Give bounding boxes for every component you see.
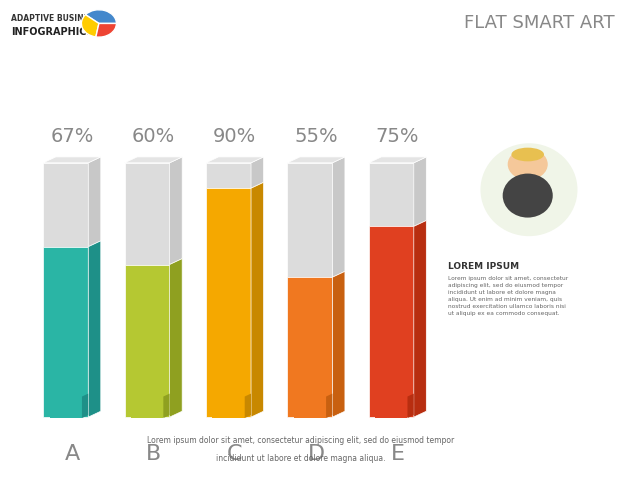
Polygon shape bbox=[287, 158, 345, 163]
Polygon shape bbox=[369, 163, 414, 227]
Text: C: C bbox=[227, 443, 242, 463]
Text: A: A bbox=[64, 443, 80, 463]
Text: 55%: 55% bbox=[294, 126, 338, 145]
Polygon shape bbox=[287, 163, 332, 278]
Polygon shape bbox=[163, 394, 170, 418]
Polygon shape bbox=[206, 163, 251, 189]
Polygon shape bbox=[332, 272, 345, 417]
Polygon shape bbox=[251, 183, 264, 417]
Text: E: E bbox=[391, 443, 404, 463]
Text: Lorem ipsum dolor sit amet, consectetur
adipiscing elit, sed do eiusmod tempor
i: Lorem ipsum dolor sit amet, consectetur … bbox=[448, 276, 568, 316]
Text: INFOGRAPHICS: INFOGRAPHICS bbox=[11, 27, 94, 37]
Polygon shape bbox=[369, 227, 414, 417]
Polygon shape bbox=[125, 163, 170, 265]
Polygon shape bbox=[375, 397, 408, 418]
Polygon shape bbox=[251, 158, 264, 189]
Polygon shape bbox=[170, 259, 182, 417]
Text: 75%: 75% bbox=[376, 126, 419, 145]
Polygon shape bbox=[43, 158, 101, 163]
Wedge shape bbox=[81, 16, 99, 38]
Polygon shape bbox=[125, 158, 182, 163]
Text: ADAPTIVE BUSINESS: ADAPTIVE BUSINESS bbox=[11, 14, 100, 22]
Polygon shape bbox=[332, 158, 345, 278]
Polygon shape bbox=[245, 394, 251, 418]
Polygon shape bbox=[408, 394, 414, 418]
Polygon shape bbox=[125, 265, 170, 417]
Polygon shape bbox=[88, 158, 101, 247]
Text: 90%: 90% bbox=[213, 126, 257, 145]
Ellipse shape bbox=[503, 174, 553, 218]
Wedge shape bbox=[96, 24, 116, 38]
Text: LOREM IPSUM: LOREM IPSUM bbox=[448, 261, 519, 270]
Text: B: B bbox=[146, 443, 161, 463]
Text: Lorem ipsum dolor sit amet, consectetur adipiscing elit, sed do eiusmod tempor: Lorem ipsum dolor sit amet, consectetur … bbox=[147, 435, 454, 444]
Polygon shape bbox=[369, 158, 426, 163]
Polygon shape bbox=[206, 158, 264, 163]
Wedge shape bbox=[86, 11, 116, 24]
Ellipse shape bbox=[480, 144, 577, 237]
Polygon shape bbox=[170, 158, 182, 265]
Polygon shape bbox=[82, 394, 88, 418]
Text: FLAT SMART ART: FLAT SMART ART bbox=[464, 14, 615, 32]
Text: incididunt ut labore et dolore magna aliqua.: incididunt ut labore et dolore magna ali… bbox=[216, 453, 385, 462]
Polygon shape bbox=[131, 397, 163, 418]
Polygon shape bbox=[414, 221, 426, 417]
Polygon shape bbox=[294, 397, 326, 418]
Circle shape bbox=[508, 149, 548, 181]
Polygon shape bbox=[43, 163, 88, 247]
Ellipse shape bbox=[511, 148, 544, 162]
Polygon shape bbox=[212, 397, 245, 418]
Polygon shape bbox=[88, 242, 101, 417]
Polygon shape bbox=[43, 247, 88, 417]
Polygon shape bbox=[326, 394, 332, 418]
Text: 60%: 60% bbox=[131, 126, 175, 145]
Polygon shape bbox=[206, 189, 251, 417]
Text: 67%: 67% bbox=[50, 126, 94, 145]
Polygon shape bbox=[287, 278, 332, 417]
Text: D: D bbox=[307, 443, 325, 463]
Polygon shape bbox=[49, 397, 82, 418]
Polygon shape bbox=[414, 158, 426, 227]
